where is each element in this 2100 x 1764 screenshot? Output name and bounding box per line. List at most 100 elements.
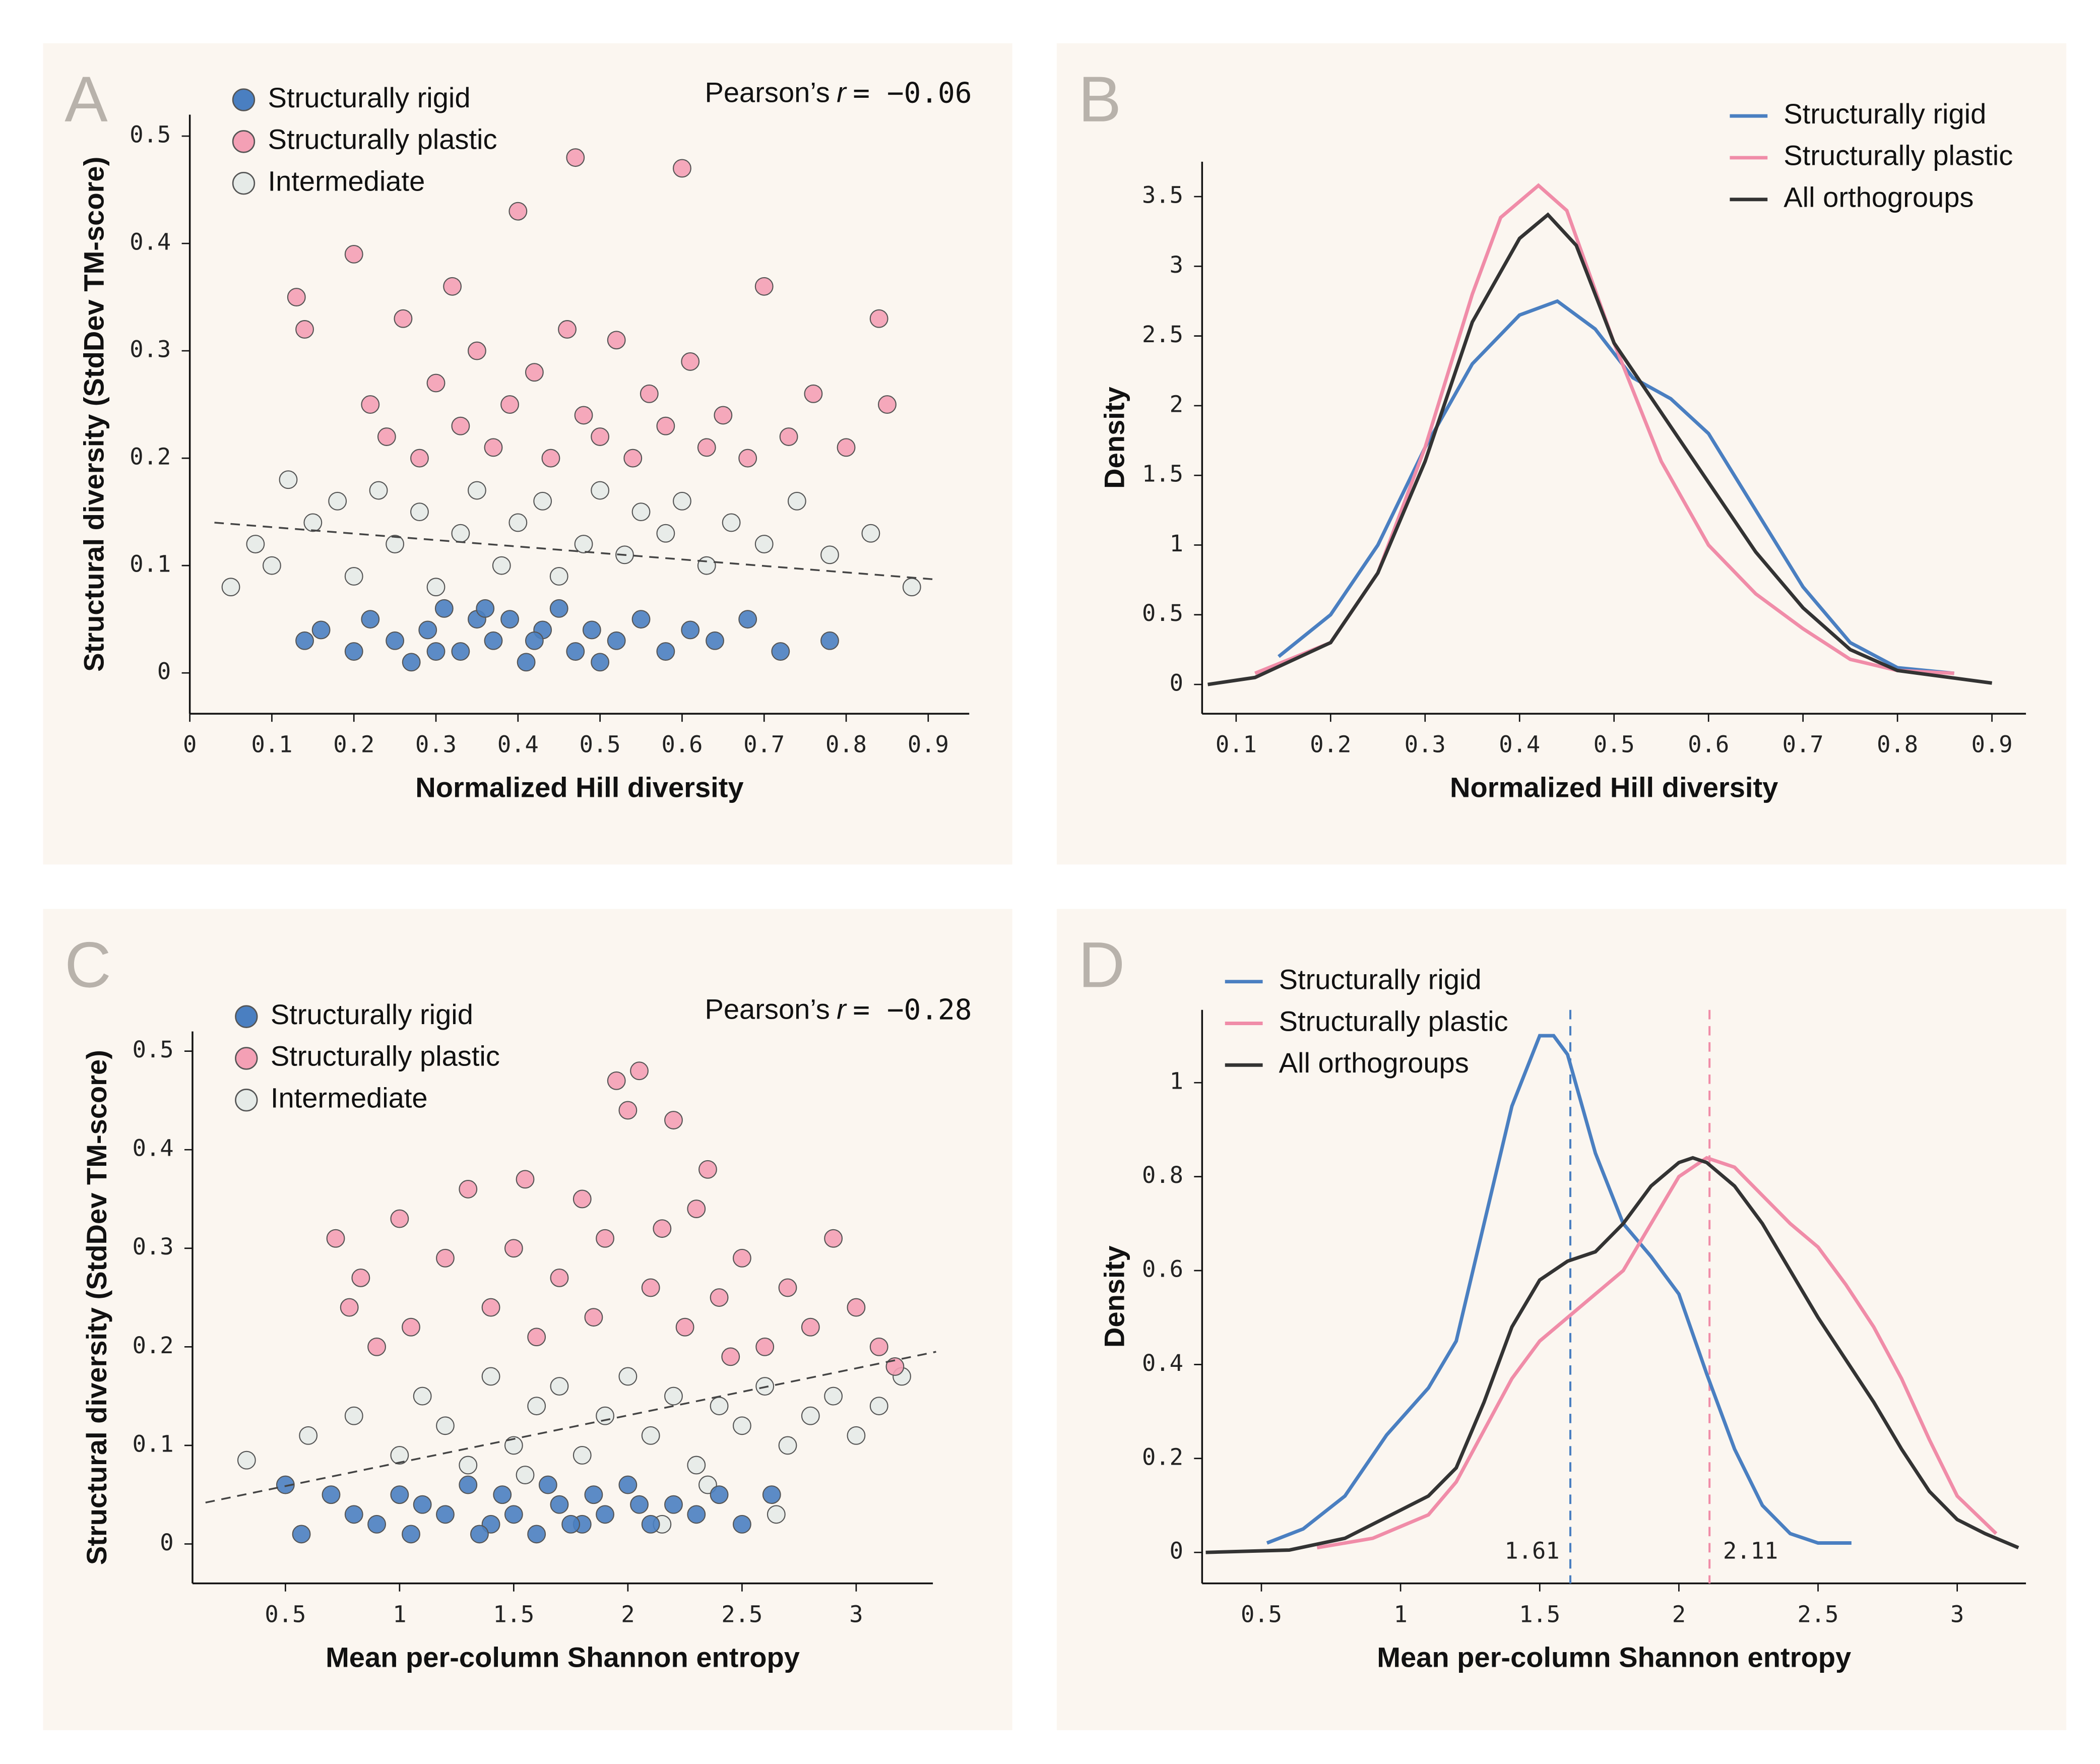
data-point bbox=[443, 277, 462, 296]
data-point bbox=[436, 1505, 455, 1524]
x-tick-label: 2 bbox=[621, 1601, 634, 1627]
annotation: Pearson’s r = −0.28 bbox=[705, 993, 972, 1026]
data-point bbox=[687, 1505, 706, 1524]
y-tick-label: 1 bbox=[1170, 530, 1183, 557]
data-point bbox=[771, 642, 790, 661]
x-tick-label: 0.3 bbox=[1405, 731, 1446, 758]
panel-label: D bbox=[1078, 929, 1125, 1001]
data-point bbox=[351, 1268, 370, 1287]
y-tick-label: 0.1 bbox=[133, 1430, 174, 1457]
y-tick-label: 0.3 bbox=[130, 336, 171, 363]
y-tick-label: 0.4 bbox=[133, 1135, 174, 1162]
y-tick-label: 0.5 bbox=[130, 121, 171, 148]
data-point bbox=[697, 556, 716, 575]
data-point bbox=[869, 309, 888, 328]
data-point bbox=[390, 1485, 409, 1504]
x-tick-label: 1 bbox=[1393, 1601, 1407, 1627]
data-point bbox=[801, 1406, 820, 1425]
data-point bbox=[722, 513, 741, 532]
legend-label: Intermediate bbox=[271, 1082, 428, 1114]
data-point bbox=[504, 1239, 523, 1258]
data-point bbox=[549, 599, 568, 618]
legend-label: Structurally plastic bbox=[1279, 1005, 1508, 1037]
y-tick-label: 3 bbox=[1170, 251, 1183, 278]
legend-label: Structurally rigid bbox=[271, 998, 473, 1030]
data-point bbox=[566, 642, 585, 661]
x-tick-label: 0.2 bbox=[1310, 731, 1351, 758]
data-point bbox=[618, 1475, 638, 1494]
data-point bbox=[820, 631, 839, 650]
panel: C 0.5 1 1.5 2 2.5 3 0 0.1 0.2 0.3 0.4 0.5 Mean per-co… bbox=[43, 909, 1012, 1730]
median-label: 2.11 bbox=[1723, 1538, 1778, 1564]
median-label: 1.61 bbox=[1504, 1538, 1559, 1564]
data-point bbox=[311, 620, 331, 640]
data-point bbox=[340, 1298, 359, 1317]
density-curve bbox=[1205, 1156, 2019, 1554]
data-point bbox=[558, 320, 577, 339]
legend-marker bbox=[235, 1005, 258, 1028]
panel-label: B bbox=[1078, 64, 1122, 136]
trend-line bbox=[205, 1351, 936, 1503]
data-point bbox=[778, 1436, 797, 1455]
data-point bbox=[436, 1416, 455, 1435]
data-point bbox=[451, 524, 470, 543]
density-curve bbox=[1207, 212, 1993, 686]
data-point bbox=[484, 631, 503, 650]
legend-label: Structurally rigid bbox=[268, 82, 471, 113]
annotation: Pearson’s r = −0.06 bbox=[705, 76, 972, 109]
data-point bbox=[426, 642, 446, 661]
x-tick-label: 0.1 bbox=[1216, 731, 1257, 758]
data-point bbox=[656, 642, 675, 661]
annotation-part: = −0.28 bbox=[853, 993, 972, 1026]
x-tick-label: 0.7 bbox=[1783, 731, 1824, 758]
y-tick-label: 1.5 bbox=[1142, 461, 1183, 487]
data-point bbox=[549, 567, 568, 586]
data-point bbox=[459, 1456, 478, 1475]
data-point bbox=[292, 1525, 311, 1544]
x-tick-label: 0.5 bbox=[580, 731, 621, 758]
data-point bbox=[221, 578, 240, 597]
data-point bbox=[623, 449, 643, 468]
data-point bbox=[533, 491, 552, 511]
data-point bbox=[468, 481, 486, 500]
x-tick-label: 1.5 bbox=[493, 1601, 534, 1627]
data-point bbox=[687, 1456, 706, 1475]
x-tick-label: 0.2 bbox=[333, 731, 374, 758]
data-point bbox=[755, 1337, 775, 1356]
data-point bbox=[516, 1170, 535, 1189]
data-point bbox=[572, 1446, 592, 1465]
data-point bbox=[664, 1111, 683, 1129]
data-point bbox=[804, 384, 823, 403]
data-point bbox=[653, 1219, 672, 1238]
y-tick-label: 0.2 bbox=[1142, 1443, 1183, 1470]
data-point bbox=[820, 545, 839, 564]
data-point bbox=[322, 1485, 341, 1504]
density-curve bbox=[1254, 183, 1954, 675]
data-point bbox=[641, 1278, 660, 1297]
data-point bbox=[561, 1515, 581, 1534]
data-point bbox=[504, 1505, 523, 1524]
x-tick-label: 2.5 bbox=[1798, 1601, 1839, 1627]
data-point bbox=[434, 599, 454, 618]
x-tick-label: 0.4 bbox=[497, 731, 539, 758]
data-point bbox=[697, 438, 716, 457]
density-curve bbox=[1278, 299, 1954, 675]
data-point bbox=[369, 481, 388, 500]
y-axis-label: Density bbox=[1098, 1245, 1130, 1348]
data-point bbox=[470, 1525, 489, 1544]
y-tick-label: 0 bbox=[1170, 670, 1183, 697]
x-tick-label: 0.4 bbox=[1499, 731, 1540, 758]
data-point bbox=[361, 610, 380, 629]
panel: B 0.1 0.2 0.3 0.4 0.5 0.6 0.7 0.8 0.9 0 0.5 1 1.5 2 2.5… bbox=[1056, 43, 2067, 865]
data-point bbox=[402, 1317, 420, 1337]
panel-label: C bbox=[65, 929, 111, 1001]
annotation-part: = −0.06 bbox=[853, 77, 972, 109]
x-tick-label: 0.6 bbox=[661, 731, 703, 758]
data-point bbox=[824, 1229, 843, 1248]
data-point bbox=[630, 1061, 649, 1081]
data-point bbox=[525, 631, 544, 650]
x-tick-label: 0.8 bbox=[825, 731, 867, 758]
y-tick-label: 0 bbox=[160, 1529, 173, 1556]
data-point bbox=[738, 610, 757, 629]
annotation-part: r bbox=[837, 993, 847, 1025]
